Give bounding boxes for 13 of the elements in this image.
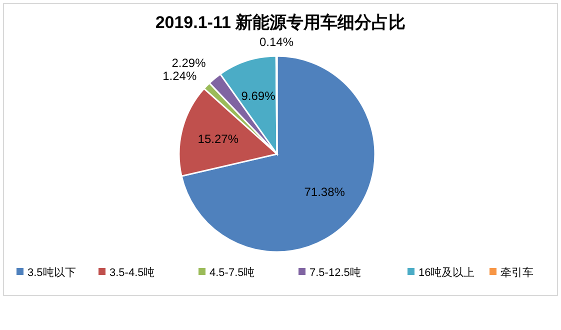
legend-label: 4.5-7.5吨 — [210, 266, 255, 279]
data-label: 15.27% — [198, 132, 239, 146]
data-label: 9.69% — [241, 89, 276, 104]
legend-label: 7.5-12.5吨 — [310, 266, 361, 279]
data-label: 1.24% — [162, 69, 197, 83]
legend-label: 3.5吨以下 — [28, 266, 76, 279]
data-label: 71.38% — [304, 184, 346, 199]
chart-title: 2019.1-11 新能源专用车细分占比 — [155, 13, 406, 32]
legend-label: 16吨及以上 — [418, 266, 475, 279]
legend-label: 牵引车 — [500, 266, 534, 279]
data-label: 0.14% — [259, 35, 294, 49]
data-label: 2.29% — [172, 56, 206, 70]
legend-label: 3.5-4.5吨 — [110, 266, 155, 279]
